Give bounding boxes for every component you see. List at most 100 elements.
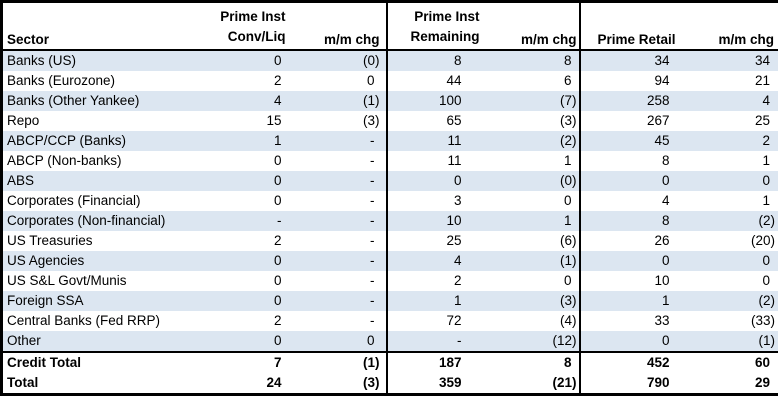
value-cell: 0: [273, 253, 282, 268]
value-cell: 0: [762, 173, 770, 188]
value-cell: -: [301, 171, 388, 191]
value-cell: 60: [677, 351, 778, 373]
value-cell: 44: [446, 73, 462, 88]
value-cell: 1: [481, 151, 581, 171]
sector-cell: US S&L Govt/Munis: [7, 273, 127, 288]
sector-cell: Other: [7, 333, 41, 348]
sector-cell: Banks (Eurozone): [7, 73, 116, 88]
value-cell: 25: [446, 233, 462, 248]
value-cell: 7: [206, 351, 302, 373]
total-row: Total 24 (3) 359 (21) 790 29: [2, 373, 778, 395]
value-cell: 4: [453, 253, 462, 268]
value-cell: 0: [661, 253, 670, 268]
value-cell: 0: [661, 173, 670, 188]
table-body: Banks (US) 0 (0) 8 8 34 34 Banks (Eurozone) 2 0 44…: [1, 50, 778, 352]
value-cell: -: [301, 291, 388, 311]
value-cell: 0: [273, 273, 282, 288]
table-header: Sector Prime Inst Conv/Liq m/m chg Prime…: [1, 1, 778, 51]
value-cell: 6: [481, 71, 581, 91]
value-cell: (7): [481, 91, 581, 111]
value-cell: (6): [481, 231, 581, 251]
value-cell: 3: [453, 193, 462, 208]
value-cell: -: [301, 231, 388, 251]
sector-cell: Repo: [7, 113, 40, 128]
value-cell: 1: [481, 211, 581, 231]
value-cell: 2: [273, 313, 282, 328]
col-header-prime-retail: Prime Retail: [579, 1, 678, 51]
value-cell: 4: [661, 193, 670, 208]
col-header-prime-inst-remaining: Prime Inst Remaining: [386, 1, 482, 51]
value-cell: 65: [446, 113, 462, 128]
value-cell: 94: [654, 73, 670, 88]
value-cell: 0: [481, 271, 581, 291]
value-cell: 1: [453, 293, 462, 308]
value-cell: (3): [481, 111, 581, 131]
value-cell: -: [301, 271, 388, 291]
total-row: Credit Total 7 (1) 187 8 452 60: [1, 351, 778, 373]
col-header-prime-inst-conv-liq: Prime Inst Conv/Liq: [206, 1, 302, 51]
value-cell: 8: [661, 153, 670, 168]
value-cell: -: [277, 213, 282, 228]
value-cell: -: [301, 251, 388, 271]
sector-cell: Banks (Other Yankee): [7, 93, 140, 108]
value-cell: 11: [447, 133, 462, 148]
value-cell: -: [457, 333, 462, 348]
table-row: ABS 0 - 0 (0) 0 0: [1, 171, 778, 191]
table-row: US Agencies 0 - 4 (1) 0 0: [1, 251, 778, 271]
value-cell: -: [301, 191, 388, 211]
table-row: ABCP (Non-banks) 0-11 1 8 1: [2, 151, 778, 171]
value-cell: 2: [762, 133, 770, 148]
col-header-mm-chg-1: m/m chg: [301, 1, 388, 51]
sector-cell: Corporates (Non-financial): [7, 213, 166, 228]
value-cell: 0: [273, 193, 282, 208]
value-cell: 4: [273, 93, 282, 108]
value-cell: 72: [446, 313, 462, 328]
value-cell: -: [301, 151, 388, 171]
value-cell: 0: [301, 71, 388, 91]
header-row: Sector Prime Inst Conv/Liq m/m chg Prime…: [1, 1, 778, 51]
value-cell: (20): [750, 233, 775, 248]
value-cell: 1: [661, 293, 670, 308]
value-cell: 29: [754, 375, 770, 390]
value-cell: 0: [762, 273, 770, 288]
value-cell: 267: [646, 113, 670, 128]
value-cell: (2): [758, 213, 776, 228]
table-row: Corporates (Financial) 0 - 3 0 4 1: [2, 191, 778, 211]
value-cell: 790: [646, 375, 670, 390]
value-cell: -: [301, 211, 388, 231]
value-cell: (21): [481, 373, 581, 395]
value-cell: 0: [273, 173, 282, 188]
value-cell: 100: [438, 93, 462, 108]
col-header-mm-chg-3: m/m chg: [677, 1, 778, 51]
table-row: US Treasuries 2 - 25 (6) 26 (20): [2, 231, 778, 251]
header-line-conv-liq: Conv/Liq: [227, 29, 286, 44]
value-cell: 258: [646, 93, 670, 108]
table-totals: Credit Total 7 (1) 187 8 452 60 Total 24 (3) 359 (2…: [1, 351, 778, 395]
sector-cell: Foreign SSA: [7, 293, 84, 308]
value-cell: 187: [386, 351, 482, 373]
value-cell: (1): [758, 333, 776, 348]
value-cell: 1: [762, 153, 770, 168]
value-cell: -: [301, 131, 388, 151]
value-cell: 25: [754, 113, 770, 128]
sector-cell: Corporates (Financial): [7, 193, 141, 208]
table-row: Central Banks (Fed RRP) 2 - 72 (4) 33 (33): [2, 311, 778, 331]
value-cell: (3): [301, 373, 388, 395]
table-row: Banks (US) 0 (0) 8 8 34 34: [1, 50, 778, 71]
value-cell: (4): [481, 311, 581, 331]
value-cell: (0): [481, 171, 581, 191]
header-line-remaining: Remaining: [410, 29, 480, 44]
value-cell: 33: [654, 313, 670, 328]
value-cell: 8: [661, 213, 670, 228]
table-row: Foreign SSA 0 - 1 (3) 1 (2): [1, 291, 778, 311]
value-cell: 45: [654, 133, 670, 148]
sector-cell: Central Banks (Fed RRP): [7, 313, 161, 328]
value-cell: (1): [301, 351, 388, 373]
col-header-sector: Sector: [1, 1, 207, 51]
value-cell: 0: [273, 153, 282, 168]
value-cell: (1): [301, 91, 388, 111]
sector-cell: US Treasuries: [7, 233, 93, 248]
value-cell: 0: [273, 293, 282, 308]
